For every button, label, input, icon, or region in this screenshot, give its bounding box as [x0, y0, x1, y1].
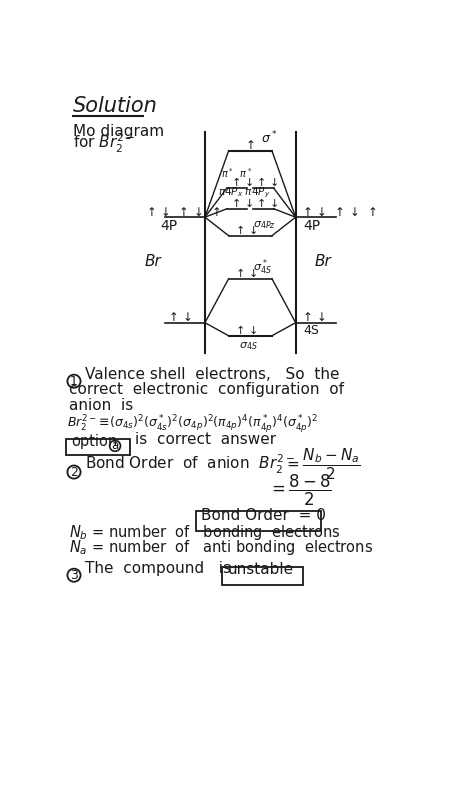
Text: $\uparrow\downarrow$: $\uparrow\downarrow$ [233, 224, 258, 236]
Text: a: a [111, 439, 118, 452]
Text: Br: Br [145, 255, 161, 270]
Text: $Br_2^{2-}\!\equiv\!(\sigma_{4s})^2(\sigma^*_{4s})^2(\sigma_{4p})^2(\pi_{4p})^4(: $Br_2^{2-}\!\equiv\!(\sigma_{4s})^2(\sig… [67, 413, 319, 435]
Text: $= \dfrac{N_b - N_a}{2}$: $= \dfrac{N_b - N_a}{2}$ [284, 447, 360, 482]
Text: 3: 3 [70, 568, 78, 582]
Text: $\uparrow\downarrow$: $\uparrow\downarrow$ [233, 267, 258, 279]
Text: Bond Order  = 0: Bond Order = 0 [201, 508, 326, 523]
Text: 4P: 4P [303, 219, 320, 233]
Text: option: option [71, 434, 117, 449]
Text: anion  is: anion is [69, 398, 133, 412]
Text: $N_a$ = number  of   anti bonding  electrons: $N_a$ = number of anti bonding electrons [69, 538, 373, 557]
Text: $\uparrow\downarrow$ $\uparrow\downarrow$ $\uparrow$: $\uparrow\downarrow$ $\uparrow\downarrow… [145, 205, 221, 219]
FancyBboxPatch shape [66, 439, 130, 455]
Text: $\pi4P_x$ $\pi4P_y$: $\pi4P_x$ $\pi4P_y$ [218, 186, 270, 201]
Text: $\uparrow$: $\uparrow$ [243, 139, 254, 152]
Text: is  correct  answer: is correct answer [135, 431, 276, 447]
Text: $\sigma_{4Pz}$: $\sigma_{4Pz}$ [254, 219, 276, 231]
Text: $\pi^*$  $\pi^*$: $\pi^*$ $\pi^*$ [221, 166, 253, 180]
Text: 1: 1 [70, 375, 78, 388]
Text: Mo diagram: Mo diagram [73, 123, 164, 139]
FancyBboxPatch shape [196, 511, 321, 531]
Text: $\uparrow\downarrow$: $\uparrow\downarrow$ [254, 177, 279, 189]
Text: $\uparrow\downarrow$: $\uparrow\downarrow$ [228, 177, 254, 189]
Text: 4P: 4P [160, 219, 177, 233]
Text: unstable: unstable [228, 563, 294, 577]
Text: $\uparrow\downarrow$: $\uparrow\downarrow$ [233, 324, 258, 336]
FancyBboxPatch shape [222, 567, 302, 585]
Text: $\sigma^*_{4S}$: $\sigma^*_{4S}$ [254, 257, 272, 277]
Text: $\uparrow\downarrow$: $\uparrow\downarrow$ [300, 311, 326, 324]
Text: Br: Br [315, 255, 332, 270]
Text: $\sigma_{4S}$: $\sigma_{4S}$ [239, 340, 257, 352]
Text: Valence shell  electrons,   So  the: Valence shell electrons, So the [85, 367, 339, 382]
Text: $\uparrow\downarrow$ $\uparrow\downarrow$ $\uparrow$: $\uparrow\downarrow$ $\uparrow\downarrow… [300, 205, 376, 219]
Text: The  compound   is: The compound is [85, 561, 231, 576]
Text: 2: 2 [70, 466, 78, 478]
Text: Solution: Solution [73, 96, 158, 116]
Text: $N_b$ = number  of   bonding  electrons: $N_b$ = number of bonding electrons [69, 523, 340, 542]
Text: $\sigma^*$: $\sigma^*$ [261, 130, 277, 146]
Text: $\uparrow\downarrow$: $\uparrow\downarrow$ [228, 197, 254, 209]
Text: Bond Order  of  anion  $Br_2^{2-}$: Bond Order of anion $Br_2^{2-}$ [85, 453, 295, 476]
Text: 4S: 4S [303, 324, 319, 338]
Text: correct  electronic  configuration  of: correct electronic configuration of [69, 382, 344, 397]
Text: $\uparrow\downarrow$: $\uparrow\downarrow$ [254, 197, 279, 209]
Text: $\uparrow\downarrow$: $\uparrow\downarrow$ [166, 311, 192, 324]
Text: $= \dfrac{8 - 8}{2}$: $= \dfrac{8 - 8}{2}$ [268, 473, 332, 508]
Text: for $Br_2^{2-}$: for $Br_2^{2-}$ [73, 132, 135, 155]
